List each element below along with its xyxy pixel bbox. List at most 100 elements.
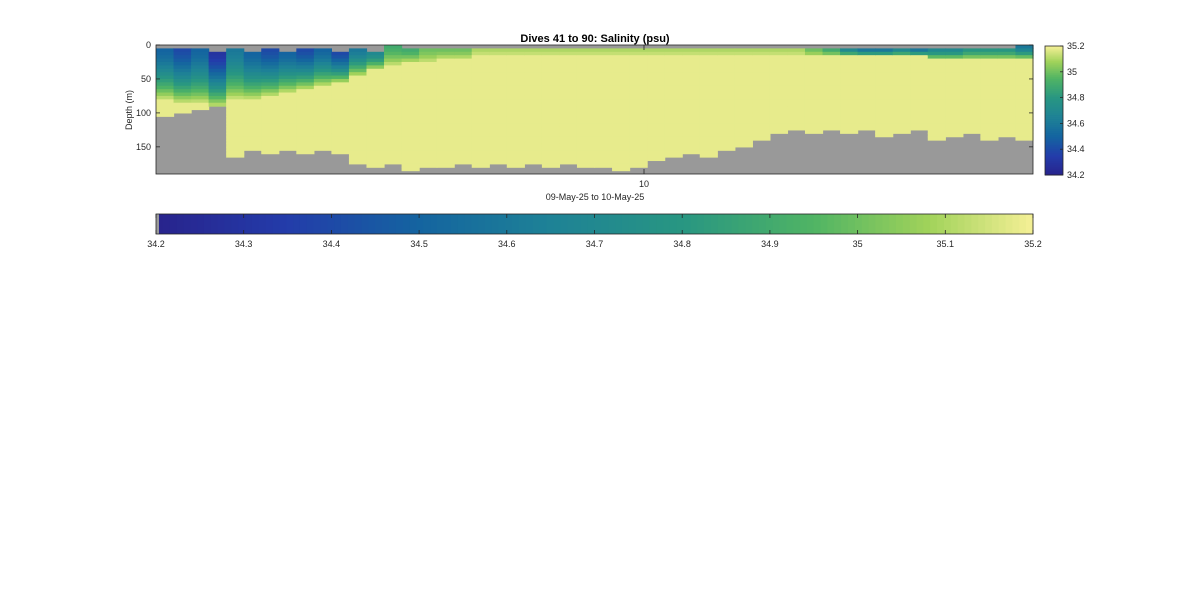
heatmap-cell xyxy=(348,143,368,148)
heatmap-cell xyxy=(717,78,736,83)
heatmap-cell xyxy=(419,140,438,145)
heatmap-cell xyxy=(717,75,736,80)
heatmap-cell xyxy=(962,61,981,66)
heatmap-cell xyxy=(191,72,210,77)
heatmap-cell xyxy=(594,112,613,117)
heatmap-cell xyxy=(226,112,245,117)
heatmap-cell xyxy=(647,143,666,148)
heatmap-cell xyxy=(804,109,824,114)
heatmap-cell xyxy=(261,140,280,145)
heatmap-cell xyxy=(927,136,946,141)
colorbar-tick-label: 35 xyxy=(1067,67,1077,77)
heatmap-cell xyxy=(962,109,981,114)
colorbar-tick-label: 34.9 xyxy=(761,239,779,249)
heatmap-cell xyxy=(892,48,911,53)
colorbar-swatch xyxy=(197,214,205,234)
heatmap-cell xyxy=(401,150,420,155)
heatmap-cell xyxy=(612,51,631,56)
heatmap-cell xyxy=(419,129,438,134)
heatmap-cell xyxy=(313,78,332,83)
heatmap-cell xyxy=(997,58,1017,63)
heatmap-cell xyxy=(664,150,683,155)
heatmap-cell xyxy=(366,150,385,155)
heatmap-cell xyxy=(471,116,490,121)
heatmap-cell xyxy=(454,102,473,107)
colorbar-swatch xyxy=(964,214,972,234)
heatmap-cell xyxy=(752,136,771,141)
heatmap-cell xyxy=(541,48,561,53)
heatmap-cell xyxy=(576,133,596,138)
heatmap-cell xyxy=(454,82,473,87)
heatmap-cell xyxy=(612,92,631,97)
heatmap-cell xyxy=(489,157,508,162)
heatmap-cell xyxy=(436,119,455,124)
heatmap-cell xyxy=(261,58,280,63)
heatmap-cell xyxy=(945,75,964,80)
heatmap-cell xyxy=(822,112,841,117)
heatmap-cell xyxy=(699,58,718,63)
colorbar-swatch xyxy=(1045,146,1063,150)
colorbar-swatch xyxy=(676,214,685,234)
heatmap-cell xyxy=(559,126,578,131)
heatmap-cell xyxy=(384,112,403,117)
heatmap-cell xyxy=(664,85,683,90)
heatmap-cell xyxy=(945,61,964,66)
heatmap-cell xyxy=(384,61,403,66)
heatmap-cell xyxy=(717,58,736,63)
heatmap-cell xyxy=(331,51,350,56)
heatmap-cell xyxy=(471,136,490,141)
heatmap-cell xyxy=(734,61,753,66)
heatmap-cell xyxy=(156,95,175,100)
heatmap-cell xyxy=(419,51,438,56)
heatmap-cell xyxy=(436,75,455,80)
heatmap-cell xyxy=(576,85,596,90)
heatmap-cell xyxy=(752,55,771,60)
heatmap-cell xyxy=(436,123,455,128)
heatmap-cell xyxy=(664,136,683,141)
heatmap-cell xyxy=(594,85,613,90)
heatmap-cell xyxy=(647,150,666,155)
heatmap-cell xyxy=(454,51,473,56)
colorbar-swatch xyxy=(1045,88,1063,91)
heatmap-cell xyxy=(261,75,280,80)
heatmap-cell xyxy=(156,106,175,111)
heatmap-cell xyxy=(208,65,227,70)
heatmap-cell xyxy=(454,95,473,100)
heatmap-cell xyxy=(840,68,859,73)
heatmap-cell xyxy=(840,58,859,63)
heatmap-cell xyxy=(384,45,403,49)
heatmap-cell xyxy=(717,143,736,148)
heatmap-cell xyxy=(647,153,666,158)
heatmap-cell xyxy=(734,129,753,134)
heatmap-cell xyxy=(401,123,420,128)
heatmap-cell xyxy=(594,75,613,80)
heatmap-cell xyxy=(489,61,508,66)
heatmap-cell xyxy=(612,153,631,158)
salinity-heatmap xyxy=(156,45,1034,174)
heatmap-cell xyxy=(348,140,368,145)
heatmap-cell xyxy=(1015,126,1034,131)
heatmap-cell xyxy=(892,116,911,121)
heatmap-cell xyxy=(804,65,824,70)
heatmap-cell xyxy=(787,65,806,70)
heatmap-cell xyxy=(840,106,859,111)
heatmap-cell xyxy=(436,140,455,145)
heatmap-cell xyxy=(840,109,859,114)
heatmap-cell xyxy=(506,85,525,90)
heatmap-cell xyxy=(875,85,894,90)
heatmap-cell xyxy=(682,75,701,80)
heatmap-cell xyxy=(787,99,806,104)
heatmap-cell xyxy=(524,102,543,107)
heatmap-cell xyxy=(226,140,245,145)
heatmap-cell xyxy=(664,51,683,56)
heatmap-cell xyxy=(594,82,613,87)
heatmap-cell xyxy=(612,167,631,172)
heatmap-cell xyxy=(243,65,262,70)
heatmap-cell xyxy=(384,99,403,104)
heatmap-cell xyxy=(945,123,964,128)
heatmap-cell xyxy=(261,150,280,155)
heatmap-cell xyxy=(419,133,438,138)
colorbar-swatch xyxy=(1045,122,1063,126)
heatmap-cell xyxy=(436,85,455,90)
heatmap-cell xyxy=(173,68,192,73)
